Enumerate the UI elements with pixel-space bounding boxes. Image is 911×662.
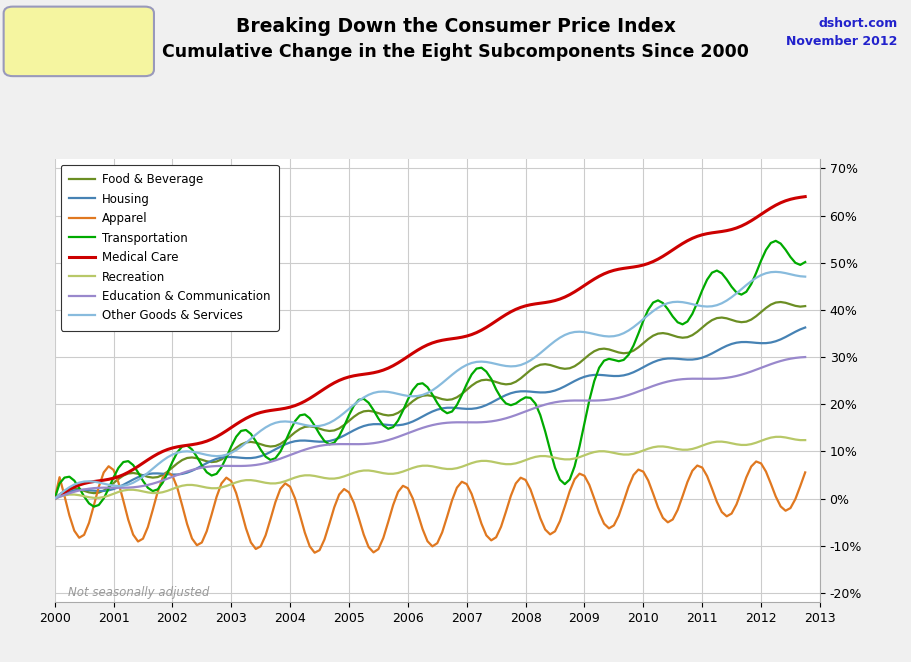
- Medical Care: [309, 391, 320, 399]
- Other Goods & Services: [662, 299, 673, 307]
- Other Goods & Services: [691, 301, 702, 309]
- Line: Transportation: Transportation: [55, 241, 805, 506]
- Transportation: [800, 258, 811, 266]
- Line: Food & Beverage: Food & Beverage: [55, 302, 805, 498]
- Apparel: [530, 500, 541, 508]
- Transportation: [88, 502, 99, 510]
- Recreation: [49, 495, 60, 502]
- Line: Recreation: Recreation: [55, 437, 805, 498]
- Education & Communication: [800, 353, 811, 361]
- Transportation: [667, 312, 678, 320]
- Apparel: [613, 512, 624, 520]
- Other Goods & Services: [800, 273, 811, 281]
- Line: Apparel: Apparel: [55, 461, 805, 553]
- Text: Breaking Down the Consumer Price Index: Breaking Down the Consumer Price Index: [236, 17, 675, 36]
- Food & Beverage: [662, 330, 673, 338]
- Food & Beverage: [309, 423, 320, 431]
- Other Goods & Services: [771, 268, 782, 276]
- Housing: [49, 495, 60, 502]
- Transportation: [771, 237, 782, 245]
- Other Goods & Services: [309, 422, 320, 430]
- Other Goods & Services: [49, 495, 60, 502]
- Medical Care: [49, 495, 60, 502]
- Transportation: [530, 400, 541, 408]
- Recreation: [775, 433, 786, 441]
- Food & Beverage: [525, 366, 536, 374]
- Text: Cumulative Change in the Eight Subcomponents Since 2000: Cumulative Change in the Eight Subcompon…: [162, 43, 749, 61]
- Text: Not seasonally adjusted: Not seasonally adjusted: [68, 586, 210, 599]
- Apparel: [309, 549, 320, 557]
- Apparel: [49, 495, 60, 502]
- Transportation: [314, 430, 325, 438]
- Education & Communication: [309, 443, 320, 451]
- Education & Communication: [691, 375, 702, 383]
- Apparel: [697, 463, 708, 471]
- Legend: Food & Beverage, Housing, Apparel, Transportation, Medical Care, Recreation, Edu: Food & Beverage, Housing, Apparel, Trans…: [60, 165, 279, 331]
- Housing: [691, 355, 702, 363]
- Recreation: [691, 444, 702, 451]
- Housing: [314, 438, 325, 446]
- Recreation: [314, 473, 325, 481]
- Transportation: [319, 437, 330, 445]
- Other Goods & Services: [525, 356, 536, 364]
- Recreation: [525, 454, 536, 462]
- Other Goods & Services: [314, 422, 325, 430]
- Text: dshort.com
November 2012: dshort.com November 2012: [786, 17, 897, 48]
- Apparel: [751, 457, 762, 465]
- Apparel: [667, 516, 678, 524]
- Line: Other Goods & Services: Other Goods & Services: [55, 272, 805, 498]
- Medical Care: [691, 232, 702, 240]
- Text: Data Through
October 2012: Data Through October 2012: [31, 21, 128, 52]
- Recreation: [309, 472, 320, 480]
- Other Goods & Services: [609, 332, 619, 340]
- Transportation: [697, 287, 708, 295]
- Housing: [800, 324, 811, 332]
- Line: Medical Care: Medical Care: [55, 197, 805, 498]
- Recreation: [662, 443, 673, 451]
- Housing: [609, 372, 619, 380]
- Apparel: [800, 469, 811, 477]
- Line: Housing: Housing: [55, 328, 805, 498]
- Education & Communication: [609, 395, 619, 402]
- Housing: [662, 355, 673, 363]
- Medical Care: [800, 193, 811, 201]
- Food & Beverage: [49, 495, 60, 502]
- Food & Beverage: [800, 302, 811, 310]
- Education & Communication: [49, 495, 60, 502]
- Food & Beverage: [691, 328, 702, 336]
- Housing: [309, 438, 320, 446]
- Transportation: [49, 495, 60, 502]
- Transportation: [613, 357, 624, 365]
- Apparel: [319, 536, 330, 544]
- Housing: [525, 388, 536, 396]
- Food & Beverage: [775, 298, 786, 306]
- Food & Beverage: [609, 347, 619, 355]
- Medical Care: [314, 388, 325, 396]
- Recreation: [800, 436, 811, 444]
- Medical Care: [525, 301, 536, 308]
- Medical Care: [662, 249, 673, 257]
- Medical Care: [609, 266, 619, 274]
- Food & Beverage: [314, 425, 325, 433]
- Education & Communication: [525, 406, 536, 414]
- Education & Communication: [662, 377, 673, 385]
- Education & Communication: [314, 442, 325, 450]
- Apparel: [314, 546, 325, 554]
- Line: Education & Communication: Education & Communication: [55, 357, 805, 498]
- Recreation: [609, 449, 619, 457]
